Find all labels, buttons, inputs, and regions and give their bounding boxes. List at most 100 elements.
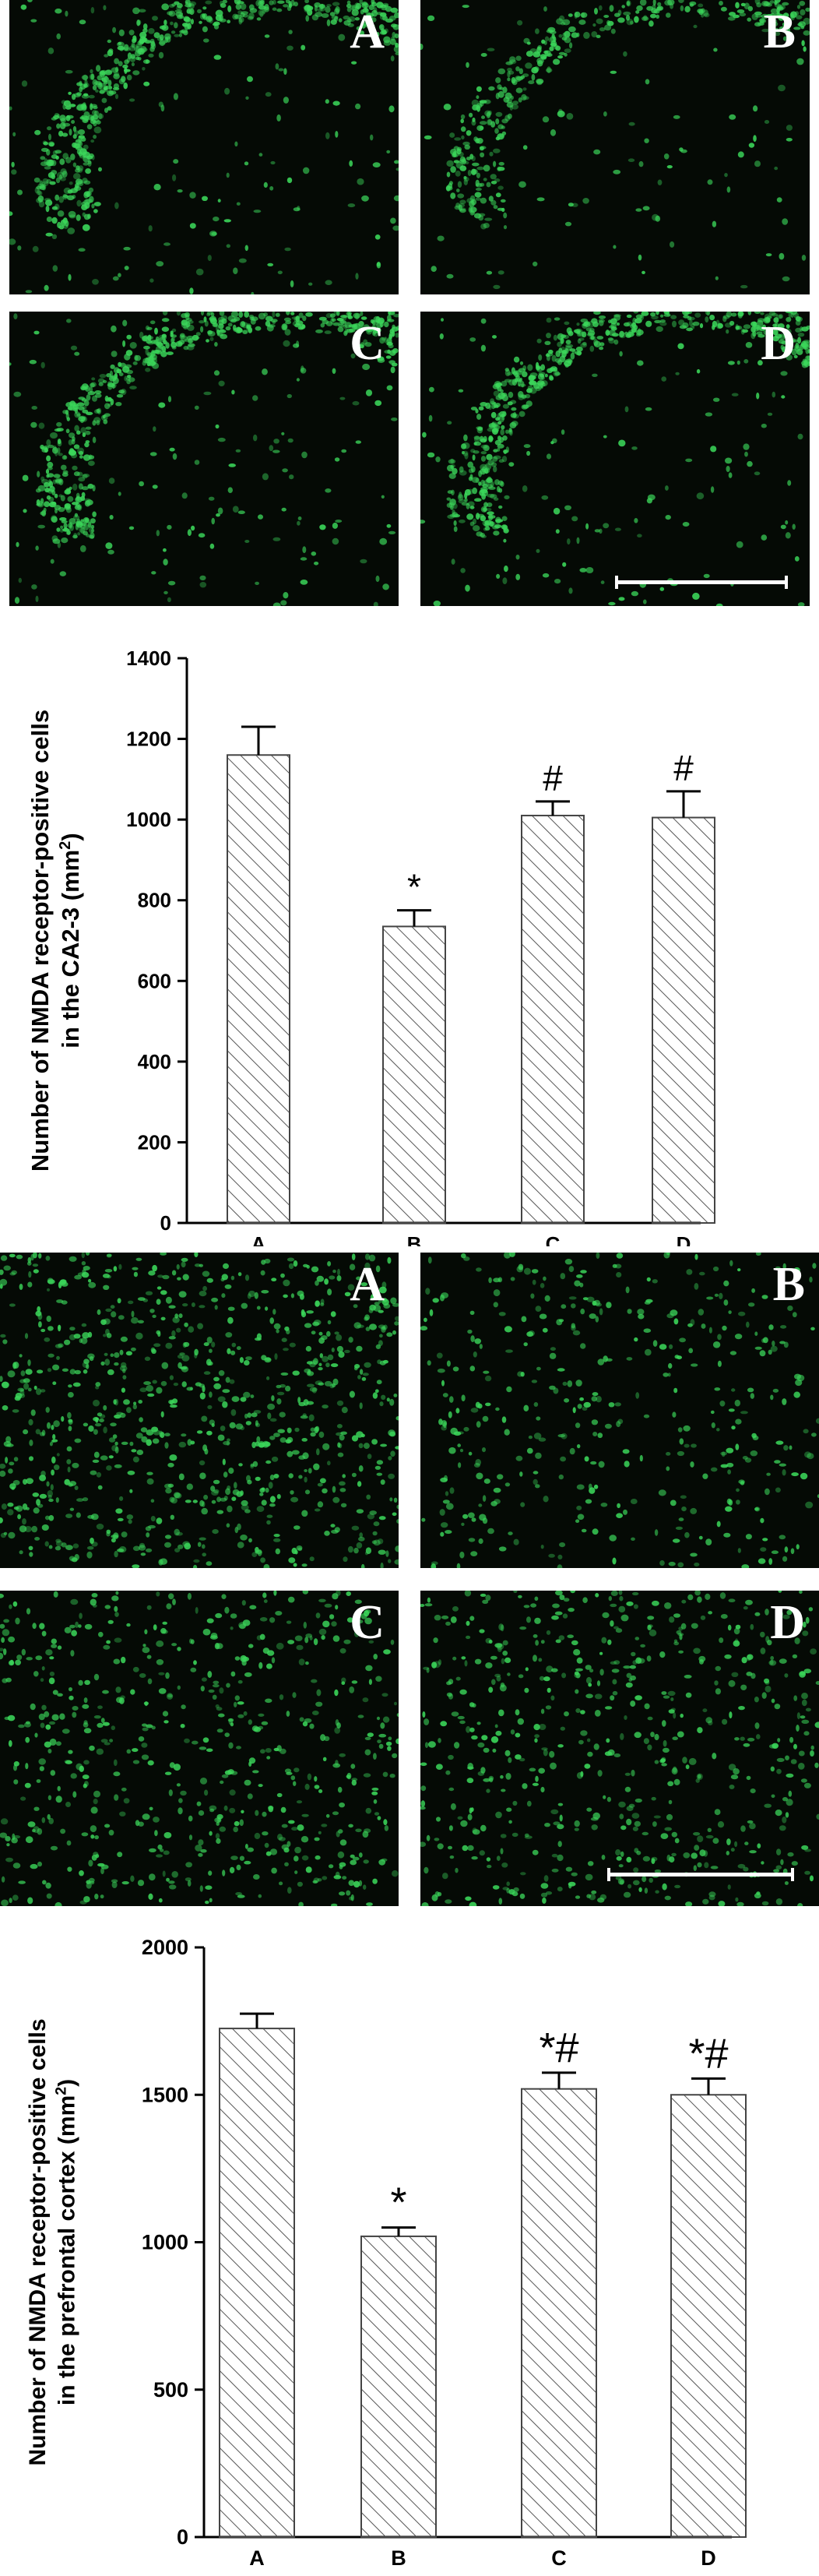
stained-cell <box>212 1529 219 1535</box>
stained-cell <box>432 1298 439 1303</box>
stained-cell <box>344 1292 351 1297</box>
stained-cell <box>12 1480 20 1485</box>
stained-cell <box>247 1293 251 1299</box>
stained-cell <box>581 1528 587 1533</box>
stained-cell <box>383 1819 388 1826</box>
stained-cell <box>105 542 113 549</box>
stained-cell <box>167 1693 173 1698</box>
stained-cell <box>448 1693 454 1700</box>
stained-cell <box>199 1392 206 1400</box>
stained-cell <box>364 1362 371 1368</box>
stained-cell <box>255 326 262 331</box>
stained-cell <box>55 1795 62 1803</box>
stained-cell <box>114 1362 119 1366</box>
stained-cell <box>582 341 587 346</box>
stained-cell <box>776 314 782 319</box>
stained-cell <box>765 253 772 257</box>
stained-cell <box>62 455 68 460</box>
stained-cell <box>272 320 276 325</box>
stained-cell <box>376 1460 384 1465</box>
stained-cell <box>123 1798 130 1804</box>
stained-cell <box>234 1482 237 1489</box>
stained-cell <box>283 4 289 8</box>
stained-cell <box>663 313 671 317</box>
stained-cell <box>666 312 670 317</box>
stained-cell <box>119 1496 124 1501</box>
stained-cell <box>358 1443 364 1449</box>
stained-cell <box>279 1881 283 1886</box>
stained-cell <box>502 435 508 441</box>
stained-cell <box>39 1766 44 1771</box>
stained-cell <box>288 1473 294 1478</box>
stained-cell <box>644 138 649 143</box>
stained-cell <box>201 1677 207 1682</box>
stained-cell <box>57 210 65 217</box>
stained-cell <box>538 1767 545 1774</box>
stained-cell <box>160 1380 167 1387</box>
stained-cell <box>544 340 551 345</box>
stained-cell <box>300 1415 308 1419</box>
stained-cell <box>705 316 709 323</box>
stained-cell <box>364 1749 371 1756</box>
stained-cell <box>494 479 500 485</box>
stained-cell <box>66 1446 72 1452</box>
stained-cell <box>158 51 164 59</box>
stained-cell <box>388 360 395 364</box>
stained-cell <box>40 476 45 481</box>
stained-cell <box>185 321 191 328</box>
stained-cell <box>265 1357 271 1361</box>
stained-cell <box>626 1818 632 1826</box>
stained-cell <box>715 276 719 280</box>
stained-cell <box>392 1302 399 1307</box>
stained-cell <box>663 1739 667 1747</box>
stained-cell <box>788 1790 793 1797</box>
stained-cell <box>353 1366 358 1371</box>
stained-cell <box>142 335 149 342</box>
scale-bar <box>615 576 788 589</box>
stained-cell <box>803 1429 809 1434</box>
stained-cell <box>335 1871 340 1877</box>
stained-cell <box>21 1648 26 1656</box>
stained-cell <box>618 1605 626 1613</box>
stained-cell <box>271 1867 277 1874</box>
stained-cell <box>387 1256 392 1264</box>
stained-cell <box>202 26 208 33</box>
stained-cell <box>61 1416 65 1422</box>
stained-cell <box>169 1454 178 1461</box>
stained-cell <box>720 6 727 12</box>
stained-cell <box>200 1686 205 1692</box>
stained-cell <box>625 14 631 21</box>
stained-cell <box>57 439 62 445</box>
stained-cell <box>757 334 765 338</box>
stained-cell <box>3 1619 9 1623</box>
stained-cell <box>493 1289 501 1297</box>
stained-cell <box>58 196 64 203</box>
stained-cell <box>495 1730 502 1736</box>
stained-cell <box>574 1827 579 1831</box>
stained-cell <box>332 368 336 374</box>
stained-cell <box>264 1842 269 1848</box>
stained-cell <box>15 1659 21 1665</box>
stained-cell <box>455 203 461 208</box>
stained-cell <box>203 1494 209 1500</box>
stained-cell <box>122 1375 127 1380</box>
stained-cell <box>515 1732 521 1738</box>
stained-cell <box>80 419 84 424</box>
stained-cell <box>121 1787 127 1792</box>
stained-cell <box>256 1436 261 1443</box>
stained-cell <box>115 1591 119 1595</box>
stained-cell <box>582 1297 589 1301</box>
stained-cell <box>110 375 114 380</box>
stained-cell <box>305 312 313 317</box>
stained-cell <box>612 1263 617 1268</box>
stained-cell <box>7 1502 14 1507</box>
stained-cell <box>346 7 352 12</box>
stained-cell <box>448 1679 454 1685</box>
stained-cell <box>492 1885 500 1890</box>
stained-cell <box>226 1683 230 1688</box>
stained-cell <box>82 1497 89 1502</box>
stained-cell <box>346 1591 352 1596</box>
stained-cell <box>238 312 244 318</box>
stained-cell <box>638 1313 645 1320</box>
stained-cell <box>371 1540 378 1545</box>
